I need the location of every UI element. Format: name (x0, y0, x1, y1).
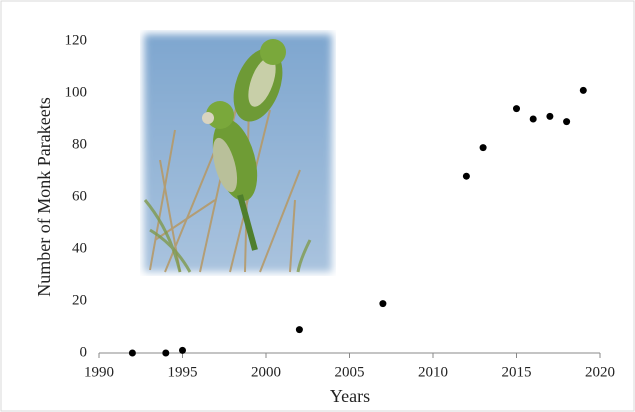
x-tick-label: 2010 (418, 364, 448, 380)
y-tick-label: 60 (72, 188, 87, 204)
x-tick-label: 2015 (502, 364, 532, 380)
point (480, 144, 487, 151)
point (580, 87, 587, 94)
point (179, 347, 186, 354)
y-tick-label: 80 (72, 136, 87, 152)
y-tick-label: 40 (72, 240, 87, 256)
point (563, 118, 570, 125)
x-axis-title: Years (330, 386, 370, 406)
point (463, 173, 470, 180)
y-tick-label: 0 (80, 344, 88, 360)
y-tick-label: 20 (72, 292, 87, 308)
y-tick-label: 100 (65, 84, 88, 100)
x-tick-label: 1995 (168, 364, 198, 380)
point (546, 113, 553, 120)
point (530, 116, 537, 123)
point (513, 105, 520, 112)
x-tick-label: 2000 (251, 364, 281, 380)
x-tick-label: 2005 (335, 364, 365, 380)
x-tick-label: 2020 (585, 364, 615, 380)
point (162, 350, 169, 357)
x-tick-label: 1990 (84, 364, 114, 380)
point (296, 326, 303, 333)
y-tick-label: 120 (65, 32, 88, 48)
point (129, 350, 136, 357)
y-axis-title: Number of Monk Parakeets (34, 97, 54, 296)
chart: Years Number of Monk Parakeets 0 20 40 60 80… (0, 0, 635, 412)
point (379, 300, 386, 307)
photo (144, 34, 332, 272)
